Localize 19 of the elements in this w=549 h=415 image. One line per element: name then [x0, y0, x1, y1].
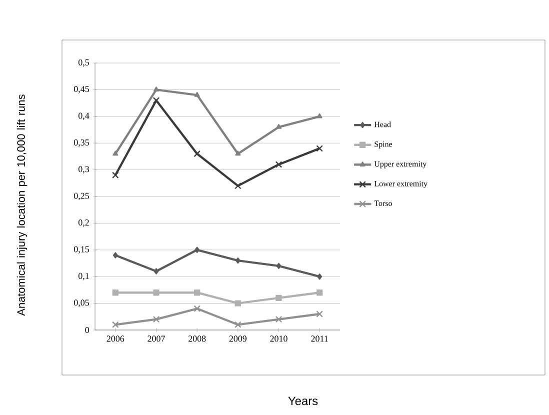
x-tick-label: 2006 [106, 336, 124, 342]
x-tick-label: 2010 [270, 336, 288, 342]
x-tick-label: 2011 [311, 336, 328, 342]
y-tick-label: 0,05 [74, 300, 90, 307]
x-tick-label: 2008 [188, 336, 206, 342]
y-tick-label: 0,25 [74, 192, 90, 200]
y-axis-title: Anatomical injury location per 10,000 lift runs [16, 94, 28, 316]
y-tick-label: 0,3 [78, 166, 90, 174]
x-axis-title: Years [288, 396, 318, 406]
y-tick-label: 0,45 [74, 86, 90, 94]
x-tick-label: 2009 [229, 336, 247, 342]
y-tick-label: 0,1 [78, 272, 89, 280]
y-tick-label: 0,15 [74, 246, 90, 254]
y-tick-label: 0,5 [78, 59, 90, 67]
x-tick-label: 2007 [148, 336, 165, 342]
y-tick-label: 0,2 [78, 220, 89, 227]
y-tick-label: 0 [85, 326, 90, 334]
y-tick-label: 0,4 [78, 112, 90, 120]
y-tick-label: 0,35 [74, 139, 90, 147]
